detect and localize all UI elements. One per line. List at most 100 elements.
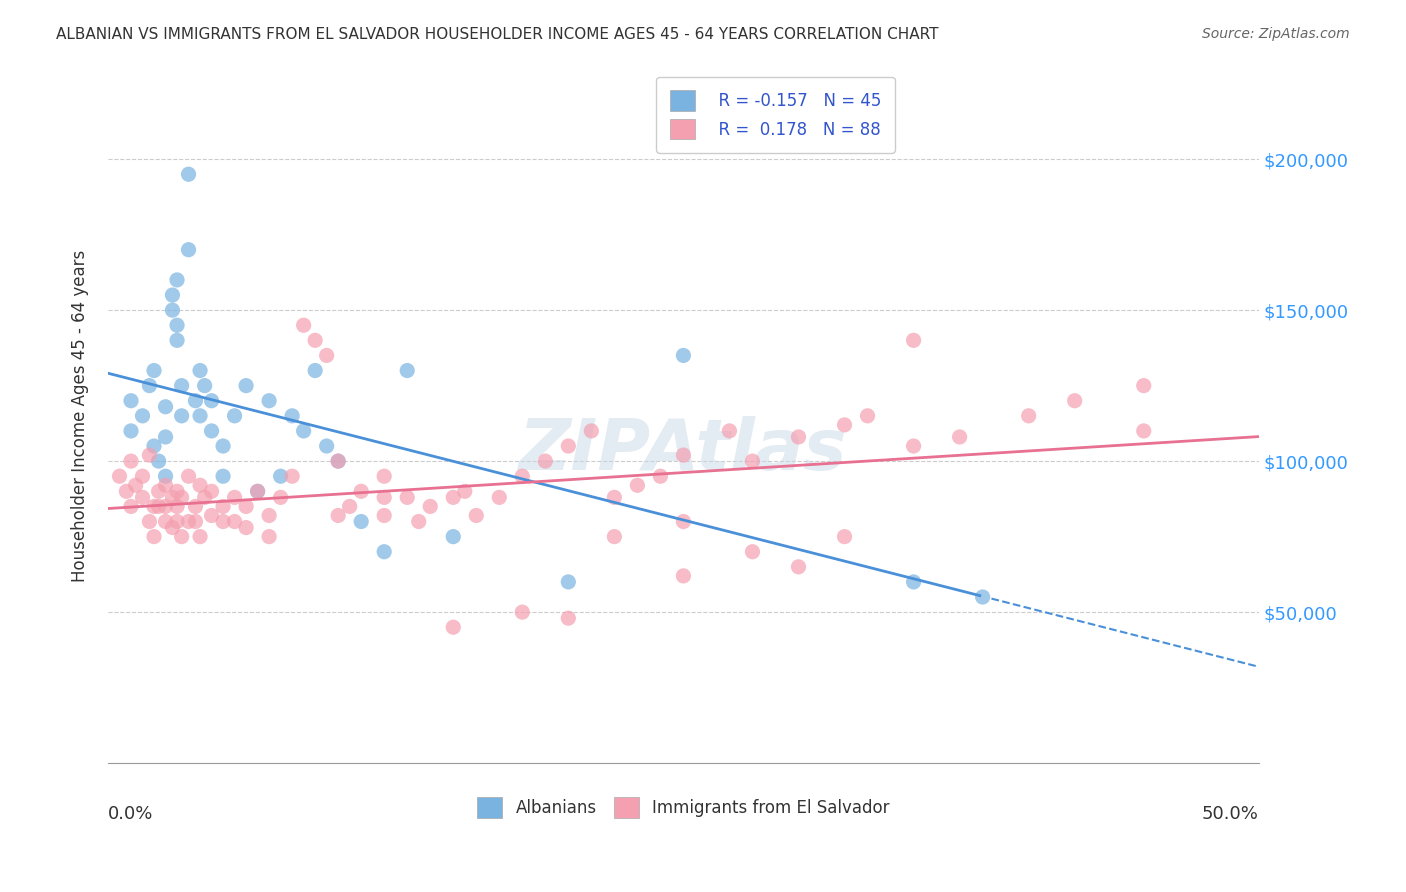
Point bbox=[328, 454, 350, 468]
Point bbox=[166, 515, 188, 529]
Point bbox=[557, 611, 579, 625]
Point bbox=[235, 500, 257, 514]
Point bbox=[281, 469, 304, 483]
Point bbox=[166, 334, 188, 348]
Point bbox=[166, 484, 188, 499]
Point bbox=[162, 491, 184, 505]
Point bbox=[257, 508, 280, 523]
Point bbox=[212, 469, 235, 483]
Point bbox=[903, 574, 925, 589]
Point bbox=[672, 348, 695, 362]
Point bbox=[246, 484, 269, 499]
Point bbox=[235, 520, 257, 534]
Point bbox=[155, 469, 177, 483]
Point bbox=[304, 363, 326, 377]
Point bbox=[465, 508, 488, 523]
Point bbox=[166, 500, 188, 514]
Point bbox=[373, 545, 395, 559]
Point bbox=[155, 400, 177, 414]
Point bbox=[120, 500, 142, 514]
Point bbox=[557, 574, 579, 589]
Point bbox=[200, 508, 222, 523]
Point bbox=[131, 409, 153, 423]
Point bbox=[131, 491, 153, 505]
Point bbox=[124, 478, 146, 492]
Point bbox=[138, 378, 160, 392]
Point bbox=[396, 363, 419, 377]
Point bbox=[120, 393, 142, 408]
Point bbox=[787, 430, 810, 444]
Point bbox=[155, 500, 177, 514]
Point bbox=[120, 454, 142, 468]
Point bbox=[672, 448, 695, 462]
Point bbox=[787, 559, 810, 574]
Point bbox=[194, 491, 217, 505]
Point bbox=[834, 530, 856, 544]
Point bbox=[510, 469, 533, 483]
Text: 0.0%: 0.0% bbox=[108, 805, 153, 822]
Point bbox=[143, 363, 166, 377]
Point bbox=[373, 508, 395, 523]
Point bbox=[162, 303, 184, 318]
Point bbox=[650, 469, 672, 483]
Point bbox=[148, 454, 170, 468]
Point bbox=[115, 484, 138, 499]
Point bbox=[131, 469, 153, 483]
Point bbox=[373, 469, 395, 483]
Point bbox=[441, 530, 464, 544]
Point bbox=[350, 515, 373, 529]
Point bbox=[188, 409, 211, 423]
Point bbox=[408, 515, 430, 529]
Point bbox=[170, 530, 193, 544]
Point bbox=[162, 288, 184, 302]
Point bbox=[1132, 378, 1154, 392]
Legend: Albanians, Immigrants from El Salvador: Albanians, Immigrants from El Salvador bbox=[471, 790, 896, 824]
Point bbox=[177, 515, 200, 529]
Point bbox=[200, 424, 222, 438]
Point bbox=[315, 348, 337, 362]
Point bbox=[224, 409, 246, 423]
Point bbox=[603, 491, 626, 505]
Point bbox=[1018, 409, 1040, 423]
Point bbox=[454, 484, 477, 499]
Point bbox=[292, 318, 315, 333]
Point bbox=[1063, 393, 1085, 408]
Point bbox=[155, 430, 177, 444]
Point bbox=[328, 454, 350, 468]
Point bbox=[184, 393, 207, 408]
Point bbox=[177, 469, 200, 483]
Point bbox=[1132, 424, 1154, 438]
Point bbox=[292, 424, 315, 438]
Point bbox=[581, 424, 603, 438]
Point bbox=[856, 409, 879, 423]
Point bbox=[972, 590, 994, 604]
Point bbox=[626, 478, 648, 492]
Point bbox=[143, 439, 166, 453]
Point bbox=[166, 318, 188, 333]
Point bbox=[441, 620, 464, 634]
Point bbox=[672, 515, 695, 529]
Point bbox=[155, 478, 177, 492]
Point bbox=[510, 605, 533, 619]
Point bbox=[246, 484, 269, 499]
Text: 50.0%: 50.0% bbox=[1202, 805, 1258, 822]
Point bbox=[419, 500, 441, 514]
Point bbox=[270, 491, 292, 505]
Point bbox=[170, 491, 193, 505]
Point bbox=[224, 515, 246, 529]
Point bbox=[315, 439, 337, 453]
Point bbox=[235, 378, 257, 392]
Point bbox=[184, 515, 207, 529]
Point bbox=[270, 469, 292, 483]
Y-axis label: Householder Income Ages 45 - 64 years: Householder Income Ages 45 - 64 years bbox=[72, 250, 89, 582]
Point bbox=[488, 491, 510, 505]
Point bbox=[257, 530, 280, 544]
Point bbox=[148, 500, 170, 514]
Point bbox=[194, 378, 217, 392]
Point bbox=[328, 508, 350, 523]
Point bbox=[603, 530, 626, 544]
Point bbox=[212, 500, 235, 514]
Point bbox=[212, 515, 235, 529]
Point bbox=[350, 484, 373, 499]
Point bbox=[373, 491, 395, 505]
